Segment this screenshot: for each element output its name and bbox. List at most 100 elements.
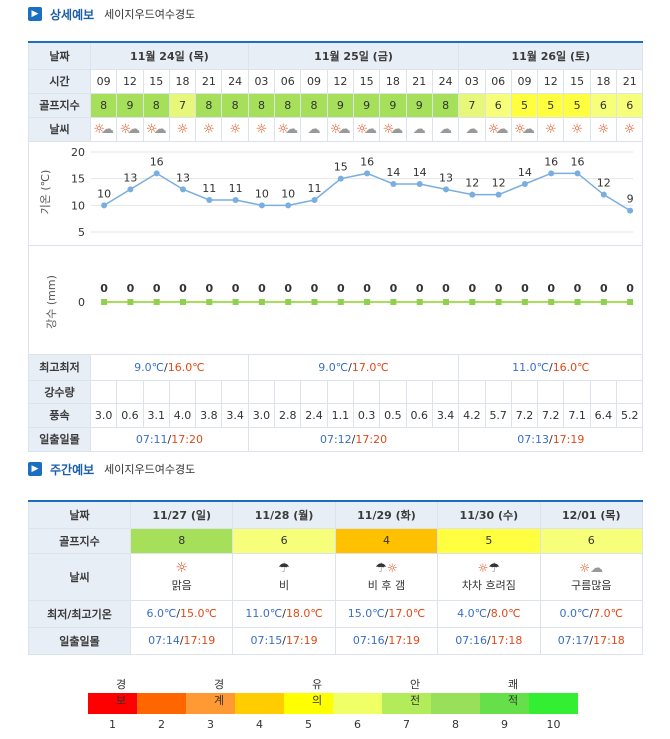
weekly-sun-cell: 07:16/17:18: [437, 626, 541, 655]
wind-cell: 3.1: [142, 402, 170, 428]
weekly-minmax-cell: 11.0℃/18.0℃: [232, 599, 336, 628]
cloud-sun-icon: ☼☁: [326, 116, 354, 142]
sunset: 17:20: [171, 432, 203, 446]
precip-point: [390, 298, 397, 305]
detail-location: 세이지우드여수경도: [104, 8, 196, 21]
time-cell: 09: [89, 68, 118, 94]
wind-row: 풍속 3.0 0.6 3.1 4.0 3.8 3.4 3.0 2.8 2.4 1.1 0.3 0.5 0…: [28, 402, 644, 428]
precip-point: [232, 298, 239, 305]
time-cell: 18: [589, 68, 618, 94]
temp-point: [180, 185, 186, 192]
temp-value-label: 10: [255, 187, 269, 200]
weekly-sun-cell: 07:17/17:18: [539, 626, 643, 655]
golf-index-cell: 8: [221, 92, 249, 118]
temp-value-label: 10: [281, 187, 295, 200]
wind-cell: 3.4: [221, 402, 249, 428]
weekly-weather-cell: ☼☂ 차차 흐려짐: [437, 552, 541, 601]
temp-value-label: 11: [202, 182, 216, 195]
weekly-weather-cell: ☂☼ 비 후 갬: [334, 552, 439, 601]
wind-cell: 0.6: [116, 402, 144, 428]
precip-point: [337, 298, 344, 305]
y-axis-label: 강수 (mm): [45, 275, 58, 329]
clearing-icon: ☼☂: [477, 561, 501, 576]
temp-value-label: 16: [360, 155, 374, 168]
temperature-chart-row: 5 10 15 20 기온 (℃) 10 13 16 13 11 11 10 10 11 15 16 14 14 1…: [27, 140, 644, 246]
precip-point: [311, 298, 318, 305]
weather-text: 비 후 갬: [367, 579, 406, 592]
precip-cell: [142, 379, 170, 404]
cloud-sun-icon: ☼☁: [379, 116, 407, 142]
max-temp: 15.0℃: [180, 607, 217, 620]
precip-cell: [589, 379, 618, 404]
precip-value-label: 0: [600, 282, 608, 295]
precip-value-label: 0: [284, 282, 292, 295]
temp-point: [443, 185, 449, 192]
scale-number: 10: [546, 718, 561, 731]
temp-point: [627, 207, 634, 214]
rain-clear-icon: ☂☼: [375, 561, 398, 576]
temp-value-label: 11: [308, 182, 322, 195]
cloud-sun-icon: ☼☁: [142, 116, 170, 142]
minmax-label: 최고최저: [28, 353, 91, 381]
golf-index-cell: 8: [247, 92, 276, 118]
max-temp: 17.0℃: [388, 607, 426, 620]
cloud-icon: ☁: [405, 116, 433, 142]
max-temp: 18.0℃: [285, 607, 323, 620]
precip-chart: 0 강수 (mm) 0 0 0 0 0 0 0 0 0 0 0 0 0 0 0 0 0 0 0 0 0: [27, 244, 644, 355]
precip-point: [206, 298, 213, 305]
precip-cell: [168, 379, 197, 404]
time-cell: 21: [616, 68, 644, 94]
temp-value-label: 14: [518, 166, 532, 179]
cloud-sun-icon: ☼☁: [352, 116, 381, 142]
scale-number: 1: [109, 718, 116, 731]
time-cell: 15: [563, 68, 591, 94]
golf-index-cell: 5: [537, 92, 565, 118]
sunset: 17:19: [183, 634, 216, 647]
min-temp: 15.0℃: [347, 607, 385, 620]
temp-value-label: 16: [150, 155, 164, 168]
sun-icon: ☼: [175, 560, 188, 576]
y-axis-label: 기온 (℃): [39, 169, 52, 214]
precip-cell: [431, 379, 460, 404]
precip-point: [127, 298, 134, 305]
cloud-sun-icon: ☼☁: [274, 116, 302, 142]
precip-cell: [458, 379, 486, 404]
golf-index-cell: 8: [300, 92, 328, 118]
precip-cell: [616, 379, 644, 404]
temp-value-label: 12: [597, 176, 611, 189]
time-cell: 03: [458, 68, 486, 94]
scale-number: 8: [452, 718, 459, 731]
precip-point: [153, 298, 160, 305]
weekly-sun-row: 일출일몰 07:14/17:19 07:15/17:19 07:16/17:19 07…: [28, 626, 643, 655]
temp-value-label: 9: [627, 192, 634, 205]
scale-color-box: [235, 693, 284, 714]
scale-color-box: [88, 693, 137, 714]
precip-cell: [326, 379, 354, 404]
precip-point: [495, 298, 502, 305]
golf-index-cell: 8: [195, 92, 223, 118]
weekly-sun-cell: 07:15/17:19: [232, 626, 336, 655]
precip-point: [600, 298, 607, 305]
sunrise: 07:17: [557, 634, 590, 647]
weekly-date-cell: 11/28 (월): [232, 500, 336, 529]
sunset: 17:20: [355, 432, 388, 446]
precip-point: [521, 298, 528, 305]
precip-point: [101, 298, 108, 305]
weekly-weather-cell: ☼☁ 구름많음: [539, 552, 643, 601]
scale-color-box: [431, 693, 480, 714]
precip-value-label: 0: [390, 282, 398, 295]
precip-value-label: 0: [232, 282, 240, 295]
sunset: 17:18: [490, 634, 523, 647]
time-cell: 18: [168, 68, 197, 94]
precip-value-label: 0: [311, 282, 319, 295]
temp-value-label: 11: [229, 182, 243, 195]
scale-color-box: [284, 693, 333, 714]
sunrise: 07:13: [517, 432, 549, 446]
sunrise: 07:15: [250, 634, 283, 647]
temp-point: [285, 201, 292, 208]
min-temp: 4.0℃: [457, 607, 487, 620]
temp-point: [311, 196, 318, 203]
weekly-date-cell: 11/30 (수): [437, 500, 541, 529]
weekly-golf-cell: 6: [539, 527, 643, 554]
